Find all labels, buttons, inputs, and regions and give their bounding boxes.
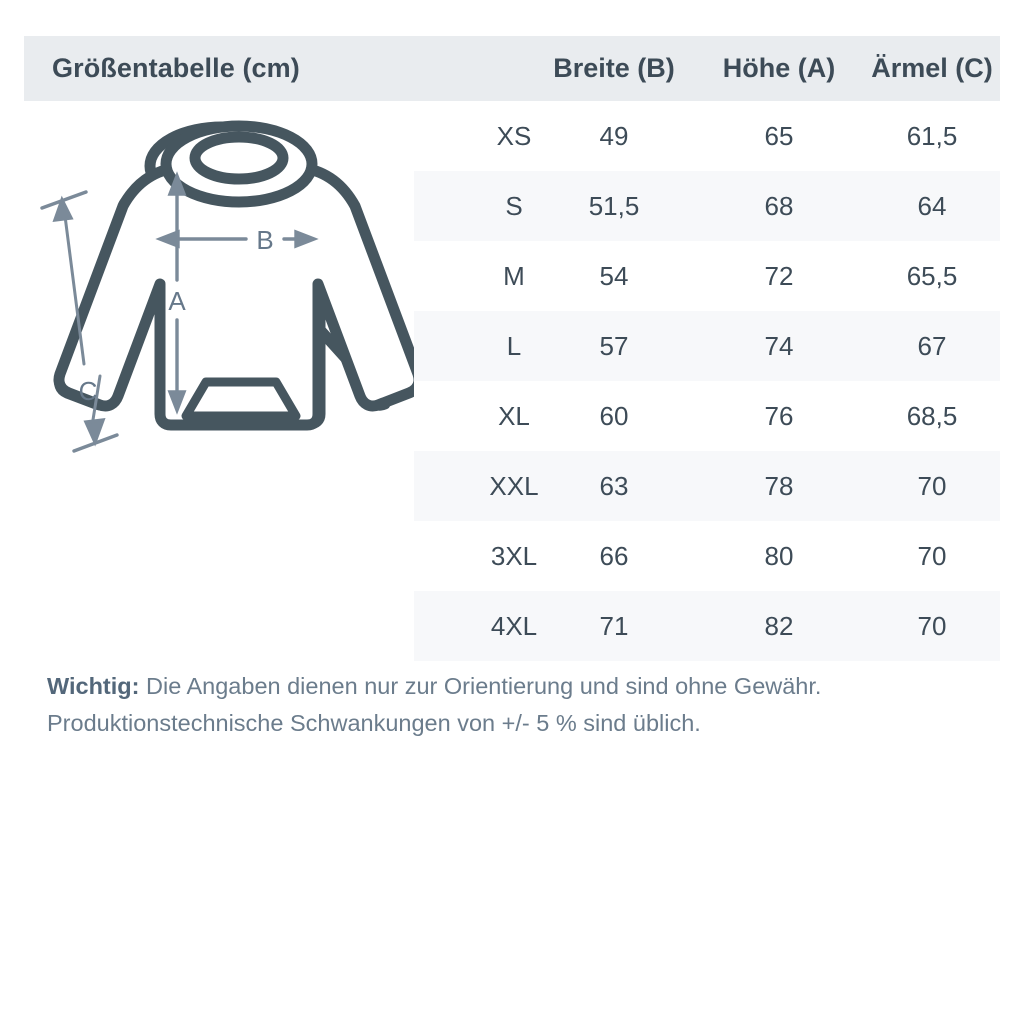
cell-height: 82 [764, 610, 794, 641]
hoodie-body-icon [53, 162, 414, 431]
table-row: 4XL 71 82 70 [414, 591, 1000, 661]
disclaimer-label: Wichtig: [47, 673, 140, 699]
page-title: Größentabelle (cm) [52, 53, 300, 83]
cell-height: 78 [764, 470, 794, 501]
cell-sleeve: 67 [917, 330, 947, 361]
size-table: XS 49 65 61,5 S 51,5 68 64 M 54 72 65,5 … [414, 101, 1000, 661]
table-row: M 54 72 65,5 [414, 241, 1000, 311]
table-header-band: Größentabelle (cm) Breite (B) Höhe (A) Ä… [24, 36, 1000, 101]
cell-height: 74 [764, 330, 794, 361]
dimension-labels: A B C [79, 225, 274, 406]
cell-size: M [503, 260, 525, 291]
label-sleeve: C [79, 376, 98, 406]
cell-sleeve: 68,5 [906, 400, 958, 431]
cell-sleeve: 61,5 [906, 120, 958, 151]
cell-height: 72 [764, 260, 794, 291]
cell-sleeve: 70 [917, 610, 947, 641]
cell-sleeve: 65,5 [906, 260, 958, 291]
cell-width: 51,5 [588, 190, 640, 221]
label-width: B [256, 225, 273, 255]
cell-height: 80 [764, 540, 794, 571]
cell-height: 76 [764, 400, 794, 431]
cell-size: L [506, 330, 522, 361]
cell-size: XL [498, 400, 530, 431]
column-header-width: Breite (B) [553, 53, 675, 83]
cell-size: 3XL [490, 540, 538, 571]
cell-height: 65 [764, 120, 794, 151]
cell-sleeve: 70 [917, 540, 947, 571]
table-row: XS 49 65 61,5 [414, 101, 1000, 171]
column-header-sleeve: Ärmel (C) [871, 53, 993, 83]
cell-height: 68 [764, 190, 794, 221]
column-header-group: Breite (B) Höhe (A) Ärmel (C) [414, 36, 1000, 101]
cell-width: 63 [599, 470, 629, 501]
disclaimer-line-1: Die Angaben dienen nur zur Orientierung … [139, 673, 822, 699]
table-row: S 51,5 68 64 [414, 171, 1000, 241]
cell-width: 54 [599, 260, 629, 291]
table-row: L 57 74 67 [414, 311, 1000, 381]
dimension-arrows [40, 171, 319, 453]
dimension-arrow-width [155, 229, 319, 249]
cell-width: 60 [599, 400, 629, 431]
cell-width: 66 [599, 540, 629, 571]
table-row: XXL 63 78 70 [414, 451, 1000, 521]
cell-width: 57 [599, 330, 629, 361]
column-header-height: Höhe (A) [722, 53, 836, 83]
cell-width: 71 [599, 610, 629, 641]
cell-size: S [505, 190, 523, 221]
table-row: 3XL 66 80 70 [414, 521, 1000, 591]
cell-width: 49 [599, 120, 629, 151]
cell-sleeve: 70 [917, 470, 947, 501]
hood-icon [160, 120, 318, 208]
cell-sleeve: 64 [917, 190, 947, 221]
cell-size: 4XL [490, 610, 538, 641]
cell-size: XS [496, 120, 532, 151]
label-height: A [168, 286, 186, 316]
dimension-arrow-sleeve [40, 190, 119, 453]
disclaimer-note: Wichtig: Die Angaben dienen nur zur Orie… [47, 668, 997, 742]
disclaimer-line-2: Produktionstechnische Schwankungen von +… [47, 710, 701, 736]
table-row: XL 60 76 68,5 [414, 381, 1000, 451]
pocket-icon [181, 377, 301, 421]
cell-size: XXL [489, 470, 539, 501]
hoodie-diagram: A B C [24, 108, 414, 664]
